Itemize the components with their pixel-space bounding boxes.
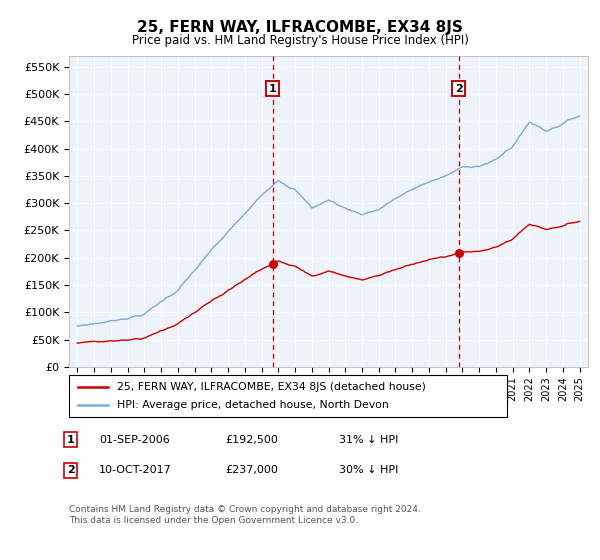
Text: 1: 1 — [67, 435, 74, 445]
Text: 25, FERN WAY, ILFRACOMBE, EX34 8JS (detached house): 25, FERN WAY, ILFRACOMBE, EX34 8JS (deta… — [117, 382, 426, 392]
Point — [268, 259, 278, 268]
Point — [454, 249, 464, 258]
Text: 30% ↓ HPI: 30% ↓ HPI — [339, 465, 398, 475]
Text: 2: 2 — [455, 83, 463, 94]
Text: £237,000: £237,000 — [225, 465, 278, 475]
Text: 01-SEP-2006: 01-SEP-2006 — [99, 435, 170, 445]
FancyBboxPatch shape — [69, 375, 507, 417]
Text: HPI: Average price, detached house, North Devon: HPI: Average price, detached house, Nort… — [117, 400, 389, 410]
Text: Contains HM Land Registry data © Crown copyright and database right 2024.
This d: Contains HM Land Registry data © Crown c… — [69, 505, 421, 525]
Text: 31% ↓ HPI: 31% ↓ HPI — [339, 435, 398, 445]
Text: 25, FERN WAY, ILFRACOMBE, EX34 8JS: 25, FERN WAY, ILFRACOMBE, EX34 8JS — [137, 20, 463, 35]
Text: Price paid vs. HM Land Registry's House Price Index (HPI): Price paid vs. HM Land Registry's House … — [131, 34, 469, 46]
Text: 10-OCT-2017: 10-OCT-2017 — [99, 465, 172, 475]
Text: 2: 2 — [67, 465, 74, 475]
Text: 1: 1 — [269, 83, 277, 94]
Text: £192,500: £192,500 — [225, 435, 278, 445]
